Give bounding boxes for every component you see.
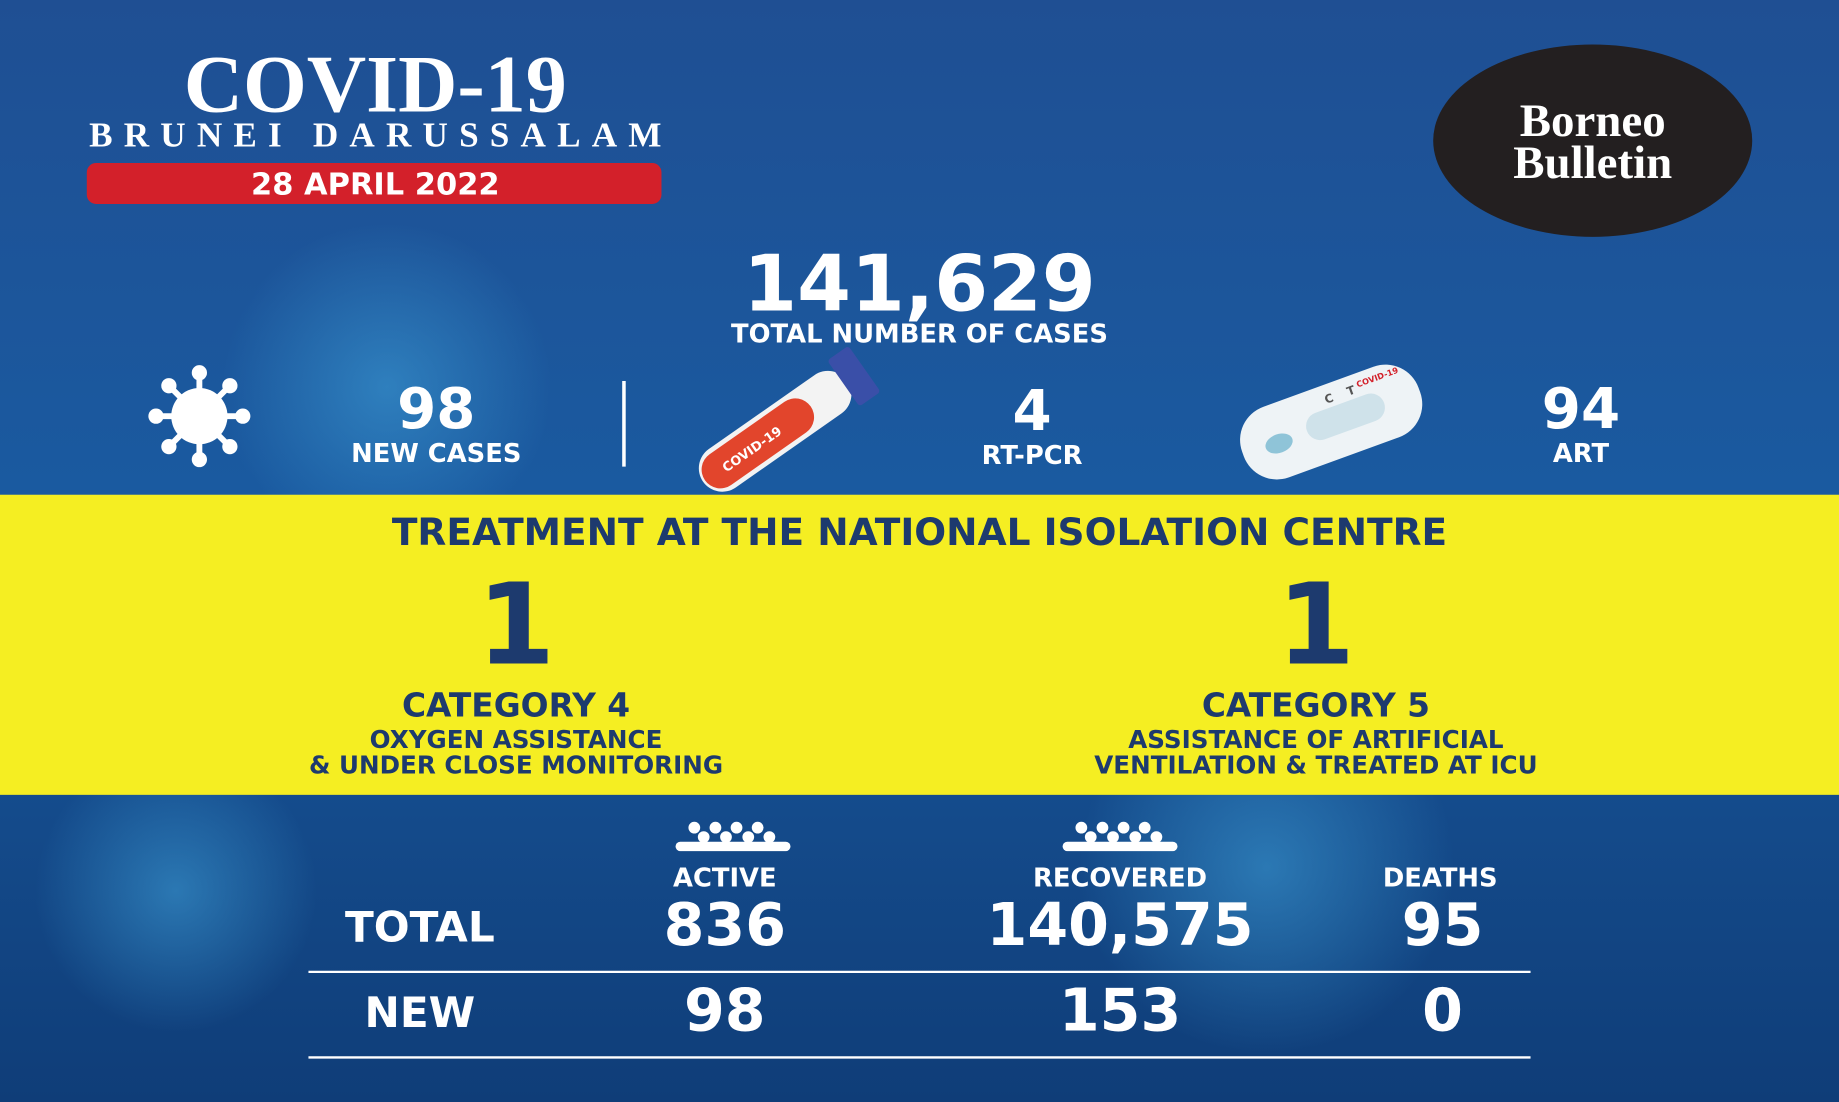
table-cell: 0 bbox=[1422, 976, 1463, 1044]
category-name: CATEGORY 5 bbox=[1202, 686, 1430, 724]
people-icon bbox=[1062, 821, 1178, 852]
category-description: & UNDER CLOSE MONITORING bbox=[309, 751, 723, 780]
column-header: RECOVERED bbox=[1033, 863, 1207, 893]
column-header: DEATHS bbox=[1383, 863, 1498, 893]
table-cell: 836 bbox=[664, 891, 786, 959]
title: COVID-19 bbox=[184, 38, 567, 129]
decor-glow bbox=[35, 750, 317, 1032]
category-description: VENTILATION & TREATED AT ICU bbox=[1094, 751, 1537, 780]
category-description: ASSISTANCE OF ARTIFICIAL bbox=[1128, 725, 1504, 754]
table-cell: 140,575 bbox=[987, 891, 1254, 959]
logo-line: Borneo bbox=[1520, 95, 1666, 147]
column-header: ACTIVE bbox=[673, 863, 777, 893]
test-tube-icon: COVID-19 bbox=[698, 347, 880, 492]
category-count: 1 bbox=[1277, 560, 1355, 691]
virus-icon bbox=[148, 365, 251, 468]
logo-line: Bulletin bbox=[1513, 137, 1672, 189]
treatment-band bbox=[0, 494, 1839, 795]
treatment-title: TREATMENT AT THE NATIONAL ISOLATION CENT… bbox=[392, 510, 1447, 554]
people-icon bbox=[675, 821, 791, 852]
date-badge bbox=[86, 162, 662, 204]
total-value: 141,629 bbox=[743, 240, 1095, 330]
category-count: 1 bbox=[477, 560, 555, 691]
decor-glow bbox=[222, 222, 552, 551]
row-label: TOTAL bbox=[345, 902, 495, 951]
new-cases-value: 98 bbox=[397, 377, 475, 442]
logo-badge bbox=[1433, 44, 1753, 237]
test-kit-icon: C T COVID-19 bbox=[1240, 364, 1423, 480]
rtpcr-label: RT-PCR bbox=[982, 441, 1083, 471]
total-label: TOTAL NUMBER OF CASES bbox=[731, 319, 1108, 349]
table-cell: 153 bbox=[1059, 976, 1181, 1044]
new-cases-label: NEW CASES bbox=[351, 439, 521, 469]
art-value: 94 bbox=[1542, 377, 1620, 442]
art-label: ART bbox=[1553, 439, 1610, 469]
category-description: OXYGEN ASSISTANCE bbox=[370, 725, 663, 754]
row-label: NEW bbox=[365, 988, 476, 1037]
rtpcr-value: 4 bbox=[1013, 379, 1052, 444]
table-cell: 98 bbox=[684, 976, 766, 1044]
date: 28 APRIL 2022 bbox=[251, 168, 500, 203]
table-cell: 95 bbox=[1402, 891, 1484, 959]
category-name: CATEGORY 4 bbox=[402, 686, 630, 724]
